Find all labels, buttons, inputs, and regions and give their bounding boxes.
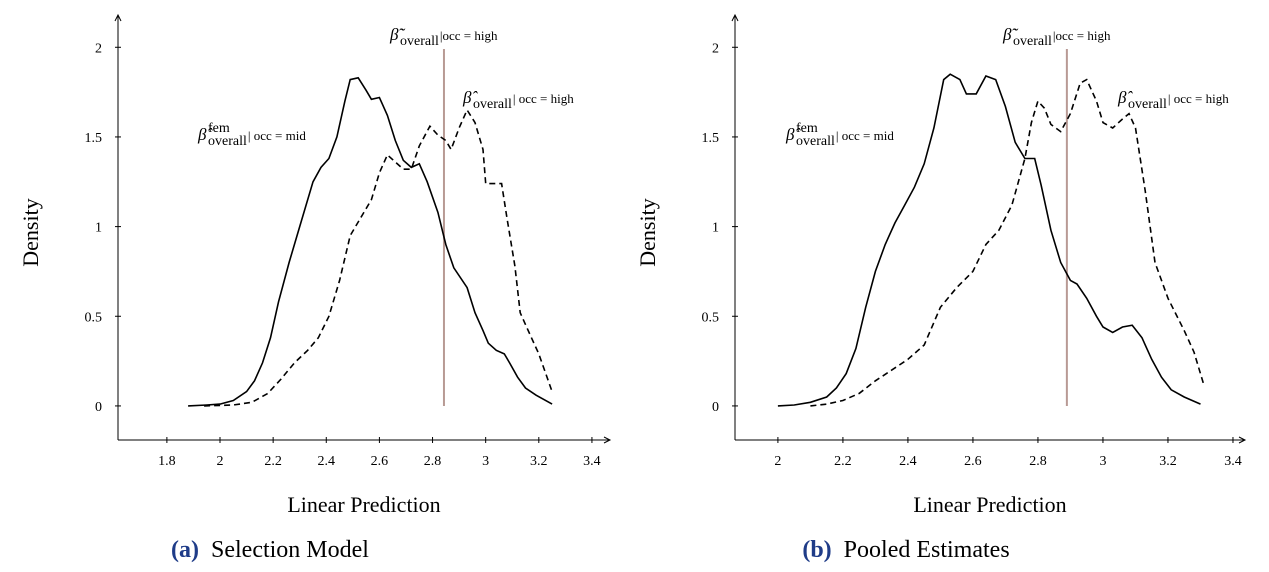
- x-tick-label: 2.8: [1029, 454, 1047, 469]
- density-line: [188, 76, 553, 407]
- caption-label: (b): [802, 537, 831, 563]
- annotation-condition: |occ = high: [1053, 28, 1111, 43]
- y-tick-label: 0: [95, 400, 102, 415]
- y-tick-label: 0.5: [702, 310, 720, 325]
- x-tick-label: 2: [217, 454, 224, 469]
- annotation-condition: | occ = high: [513, 91, 574, 106]
- annotation-sub: overall: [1128, 97, 1167, 112]
- y-tick-label: 0: [712, 400, 719, 415]
- panel: 2 2.2 2.4 2.6 2.8 3 3.2 3.4 0 0.5 1 1.5 2 Linear Pred…: [635, 13, 1247, 563]
- x-tick-label: 3: [1099, 454, 1106, 469]
- caption-text: Pooled Estimates: [844, 537, 1010, 563]
- x-tick-label: 2.4: [318, 454, 336, 469]
- x-tick-label: 3.4: [1224, 454, 1242, 469]
- y-tick-label: 2: [95, 41, 102, 56]
- annotation-sub: overall: [473, 97, 512, 112]
- density-line: [777, 73, 1201, 407]
- caption: (b) Pooled Estimates: [802, 537, 1009, 563]
- y-axis-title: Density: [18, 198, 43, 266]
- x-tick-label: 3: [482, 454, 489, 469]
- annotation-condition: |occ = high: [440, 28, 498, 43]
- x-axis-title: Linear Prediction: [287, 492, 440, 517]
- annotation-sub: overall: [1013, 34, 1052, 49]
- x-tick-label: 2.2: [264, 454, 282, 469]
- density-line: [204, 108, 553, 407]
- x-tick-label: 2.6: [371, 454, 389, 469]
- x-tick-label: 2.4: [899, 454, 917, 469]
- caption-text: Selection Model: [211, 537, 369, 563]
- x-tick-label: 3.2: [1159, 454, 1177, 469]
- annotation-condition: | occ = mid: [248, 128, 306, 143]
- y-tick-label: 0.5: [85, 310, 103, 325]
- annotation-sup: fem: [208, 121, 230, 136]
- caption-label: (a): [171, 537, 199, 563]
- y-tick-label: 1.5: [702, 131, 720, 146]
- x-tick-label: 2.8: [424, 454, 442, 469]
- annotation-sub: overall: [208, 134, 247, 149]
- annotation-condition: | occ = high: [1168, 91, 1229, 106]
- x-tick-label: 2.6: [964, 454, 982, 469]
- annotation-sub: overall: [400, 34, 439, 49]
- density-line: [810, 78, 1205, 407]
- y-tick-label: 2: [712, 41, 719, 56]
- x-tick-label: 2: [774, 454, 781, 469]
- y-tick-label: 1: [95, 221, 102, 236]
- x-arrow: [1238, 436, 1247, 444]
- annotation-condition: | occ = mid: [836, 128, 894, 143]
- x-tick-label: 1.8: [158, 454, 176, 469]
- x-arrow: [603, 436, 612, 444]
- annotation-sup: fem: [796, 121, 818, 136]
- x-axis-title: Linear Prediction: [913, 492, 1066, 517]
- x-tick-label: 2.2: [834, 454, 852, 469]
- x-tick-label: 3.2: [530, 454, 548, 469]
- y-arrow: [731, 13, 739, 22]
- x-tick-label: 3.4: [583, 454, 601, 469]
- y-arrow: [114, 13, 122, 22]
- caption: (a) Selection Model: [171, 537, 369, 563]
- panel: 1.8 2 2.2 2.4 2.6 2.8 3 3.2 3.4 0 0.5 1 1.5 2 Linear P…: [18, 13, 612, 563]
- y-axis-title: Density: [635, 198, 660, 266]
- y-tick-label: 1.5: [85, 131, 103, 146]
- annotation-sub: overall: [796, 134, 835, 149]
- y-tick-label: 1: [712, 221, 719, 236]
